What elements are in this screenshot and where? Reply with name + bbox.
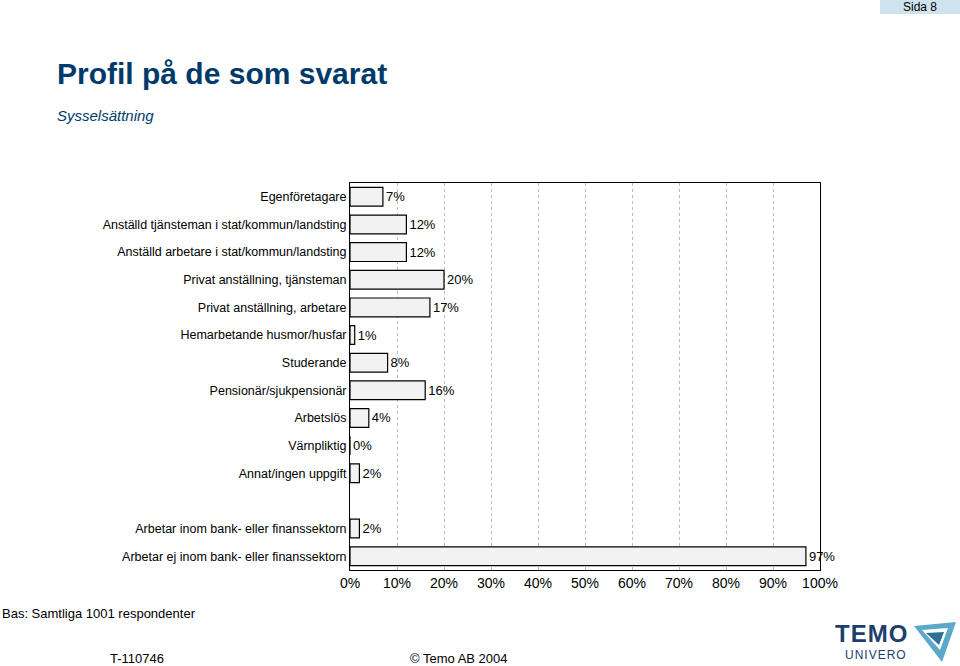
svg-text:30%: 30% [477, 575, 505, 591]
svg-text:80%: 80% [712, 575, 740, 591]
svg-text:90%: 90% [759, 575, 787, 591]
svg-text:7%: 7% [386, 189, 405, 204]
svg-text:Arbetar ej inom bank- eller fi: Arbetar ej inom bank- eller finanssektor… [122, 550, 346, 564]
svg-text:2%: 2% [362, 521, 381, 536]
svg-text:20%: 20% [430, 575, 458, 591]
svg-text:0%: 0% [353, 438, 372, 453]
svg-text:8%: 8% [391, 355, 410, 370]
svg-text:1%: 1% [358, 328, 377, 343]
html-text:T-110746: T-110746 [110, 651, 164, 666]
html-text:Sysselsättning: Sysselsättning [57, 107, 154, 124]
html-text:© Temo AB 2004: © Temo AB 2004 [410, 651, 508, 666]
svg-text:12%: 12% [409, 245, 435, 260]
html-text:Sida 8: Sida 8 [903, 0, 937, 14]
svg-text:Anställd tjänsteman i stat/kom: Anställd tjänsteman i stat/kommun/landst… [103, 218, 347, 232]
svg-text:Privat anställning, arbetare: Privat anställning, arbetare [198, 301, 347, 315]
svg-text:12%: 12% [409, 217, 435, 232]
svg-text:Arbetar inom bank- eller finan: Arbetar inom bank- eller finanssektorn [135, 522, 346, 536]
svg-text:4%: 4% [372, 410, 391, 425]
svg-text:0%: 0% [340, 575, 360, 591]
svg-text:20%: 20% [447, 272, 473, 287]
svg-text:Annat/ingen uppgift: Annat/ingen uppgift [239, 467, 347, 481]
svg-text:Pensionär/sjukpensionär: Pensionär/sjukpensionär [210, 384, 347, 398]
svg-text:100%: 100% [802, 575, 838, 591]
svg-text:Värnpliktig: Värnpliktig [288, 439, 346, 453]
svg-text:40%: 40% [524, 575, 552, 591]
svg-text:97%: 97% [809, 549, 835, 564]
svg-text:Studerande: Studerande [282, 356, 347, 370]
svg-text:Egenföretagare: Egenföretagare [260, 190, 346, 204]
svg-text:10%: 10% [383, 575, 411, 591]
html-text:Profil på de som svarat: Profil på de som svarat [57, 57, 388, 90]
html-text:TEMO: TEMO [835, 620, 909, 647]
html-text:UNIVERO: UNIVERO [845, 648, 907, 662]
html-text:Bas: Samtliga 1001 respondente: Bas: Samtliga 1001 respondenter [2, 606, 195, 621]
svg-text:Hemarbetande husmor/husfar: Hemarbetande husmor/husfar [180, 328, 346, 342]
svg-text:Privat anställning, tjänsteman: Privat anställning, tjänsteman [183, 273, 346, 287]
svg-text:Arbetslös: Arbetslös [294, 411, 346, 425]
svg-text:60%: 60% [618, 575, 646, 591]
svg-text:2%: 2% [362, 466, 381, 481]
svg-text:17%: 17% [433, 300, 459, 315]
svg-text:Anställd arbetare i stat/kommu: Anställd arbetare i stat/kommun/landstin… [117, 245, 346, 259]
svg-text:50%: 50% [571, 575, 599, 591]
svg-text:70%: 70% [665, 575, 693, 591]
svg-text:16%: 16% [428, 383, 454, 398]
